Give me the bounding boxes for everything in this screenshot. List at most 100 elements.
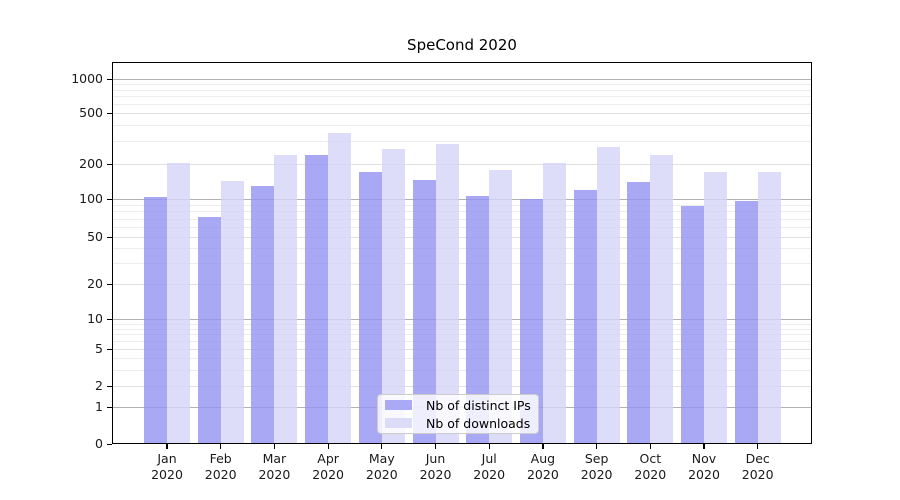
bar-distinct-ips xyxy=(627,182,651,443)
bar-distinct-ips xyxy=(734,200,758,443)
y-tick-mark xyxy=(107,112,112,114)
y-tick-label: 500 xyxy=(79,105,103,120)
gridline-major xyxy=(112,79,812,80)
gridline-minor xyxy=(112,323,812,325)
y-tick-label: 50 xyxy=(87,229,103,244)
bar-distinct-ips xyxy=(144,196,167,443)
bar-downloads xyxy=(328,132,352,443)
gridline-minor xyxy=(112,263,812,265)
bar-distinct-ips xyxy=(251,185,275,443)
y-tick-mark xyxy=(107,236,112,238)
x-tick-label: Nov 2020 xyxy=(688,451,720,482)
bar-downloads xyxy=(650,155,674,443)
gridline-minor xyxy=(112,369,812,371)
y-tick-label: 10 xyxy=(87,311,103,326)
gridline-minor xyxy=(112,125,812,127)
y-tick-mark xyxy=(107,348,112,350)
x-tick-mark xyxy=(488,444,490,449)
y-tick-label: 100 xyxy=(79,191,103,206)
y-tick-mark xyxy=(107,385,112,387)
gridline-mid xyxy=(112,386,812,387)
gridline-minor xyxy=(112,334,812,336)
x-tick-mark xyxy=(596,444,598,449)
x-tick-mark xyxy=(434,444,437,449)
plot-area xyxy=(112,62,812,444)
x-tick-mark xyxy=(703,444,705,449)
y-tick-mark xyxy=(107,78,112,80)
bar-distinct-ips xyxy=(573,189,597,443)
gridline-major xyxy=(112,319,812,320)
bar-downloads xyxy=(220,181,244,443)
gridline-minor xyxy=(112,96,812,98)
x-tick-mark xyxy=(220,444,222,449)
bar-distinct-ips xyxy=(466,195,490,443)
bar-distinct-ips xyxy=(412,180,436,443)
chart-title: SpeCond 2020 xyxy=(407,36,517,54)
gridline-minor xyxy=(112,204,812,206)
x-tick-label: Apr 2020 xyxy=(312,451,344,482)
x-tick-label: Sep 2020 xyxy=(580,451,613,482)
legend: Nb of distinct IPs Nb of downloads xyxy=(377,394,539,434)
x-tick-mark xyxy=(542,444,544,449)
bar-distinct-ips xyxy=(197,217,221,443)
x-tick-mark xyxy=(166,444,168,449)
y-tick-label: 20 xyxy=(87,276,103,291)
bar-downloads xyxy=(704,171,727,443)
gridline-minor xyxy=(112,141,812,143)
gridline-minor xyxy=(112,211,812,213)
gridline-minor xyxy=(112,227,812,228)
y-tick-mark xyxy=(107,163,112,165)
bar-downloads xyxy=(381,149,405,443)
legend-swatch-distinct-ips-icon xyxy=(385,400,412,410)
x-tick-mark xyxy=(273,444,276,449)
legend-swatch-downloads-icon xyxy=(385,418,412,428)
gridline-minor xyxy=(112,341,812,343)
gridline-minor xyxy=(112,84,812,86)
gridline-minor xyxy=(112,358,812,359)
x-tick-mark xyxy=(381,444,383,449)
gridline-mid xyxy=(112,284,812,285)
bar-distinct-ips xyxy=(305,155,329,443)
x-tick-label: May 2020 xyxy=(365,451,398,482)
bar-downloads xyxy=(489,169,513,443)
gridline-mid xyxy=(112,237,812,238)
x-tick-mark xyxy=(649,444,651,449)
x-tick-label: Dec 2020 xyxy=(741,451,774,482)
bar-distinct-ips xyxy=(681,206,704,443)
gridline-mid xyxy=(112,349,812,350)
legend-label-distinct-ips: Nb of distinct IPs xyxy=(426,397,531,413)
x-tick-label: Feb 2020 xyxy=(204,451,237,482)
x-tick-label: Mar 2020 xyxy=(258,451,291,482)
x-tick-label: Oct 2020 xyxy=(634,451,667,482)
legend-label-downloads: Nb of downloads xyxy=(426,415,531,431)
gridline-minor xyxy=(112,218,812,220)
gridline-minor xyxy=(112,104,812,106)
y-tick-label: 1 xyxy=(95,399,103,414)
gridline-mid xyxy=(112,113,812,114)
y-tick-mark xyxy=(107,443,112,445)
x-tick-label: Jul 2020 xyxy=(473,451,506,482)
bar-downloads xyxy=(542,163,566,443)
y-tick-mark xyxy=(107,283,112,285)
bar-downloads xyxy=(596,147,620,443)
y-tick-label: 2 xyxy=(95,378,103,393)
x-tick-label: Jan 2020 xyxy=(151,451,183,482)
gridline-minor xyxy=(112,328,812,330)
gridline-major xyxy=(112,199,812,200)
bar-downloads xyxy=(274,155,298,443)
y-tick-label: 200 xyxy=(79,156,103,171)
gridline-mid xyxy=(112,164,812,165)
bar-downloads xyxy=(757,172,781,443)
legend-item-downloads: Nb of downloads xyxy=(385,416,530,431)
y-tick-label: 5 xyxy=(95,341,103,356)
y-tick-mark xyxy=(107,318,112,320)
x-tick-label: Jun 2020 xyxy=(419,451,452,482)
y-tick-mark xyxy=(107,198,112,200)
bar-distinct-ips xyxy=(358,172,382,443)
y-tick-label: 0 xyxy=(95,436,103,451)
x-tick-mark xyxy=(327,444,329,449)
x-tick-mark xyxy=(757,444,759,449)
bar-downloads xyxy=(435,144,459,443)
bar-downloads xyxy=(167,163,190,443)
